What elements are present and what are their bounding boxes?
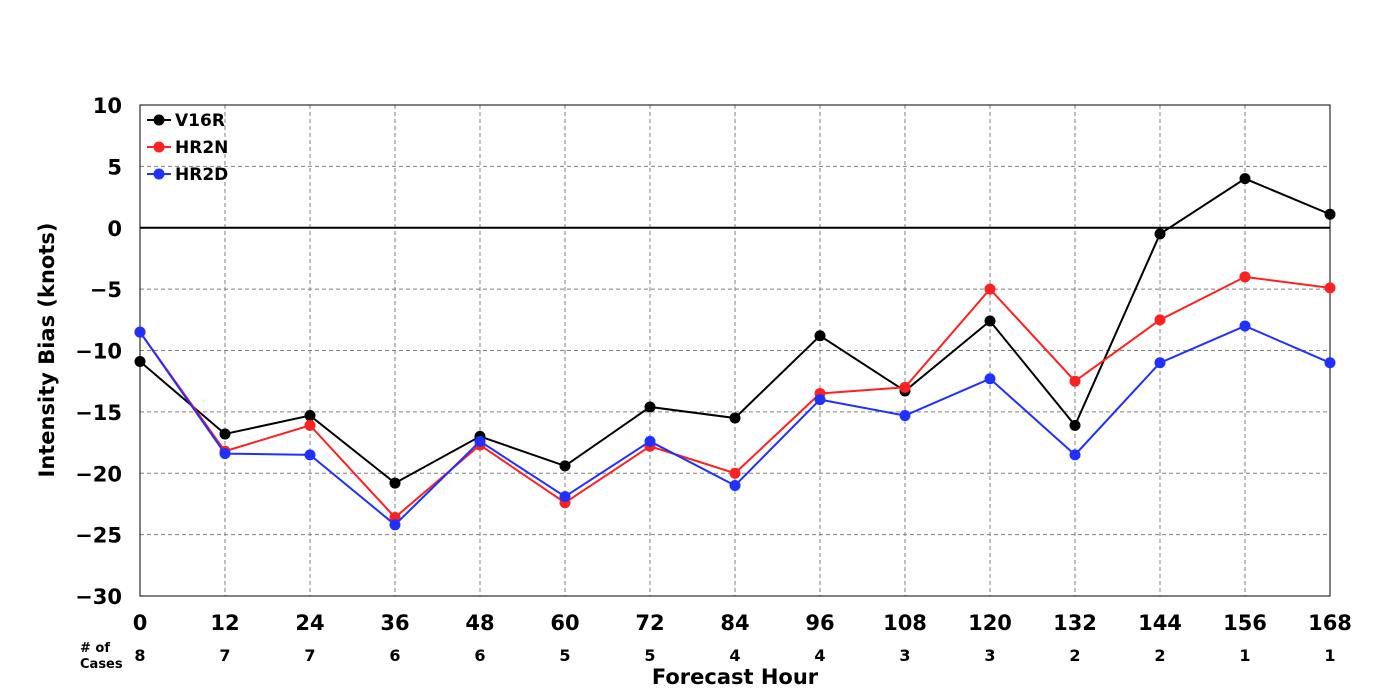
y-tick-label: −30 <box>75 585 122 609</box>
data-point-v16r <box>1239 173 1251 185</box>
y-tick-labels: 10 5 0 −5 −10 −15 −20 −25 −30 <box>75 94 122 609</box>
data-point-hr2d <box>134 326 146 338</box>
grid-lines <box>140 105 1330 596</box>
legend-marker <box>153 114 165 126</box>
legend-label: HR2D <box>175 165 228 185</box>
cases-title-line2: Cases <box>80 657 123 672</box>
data-point-v16r <box>984 315 996 327</box>
data-point-v16r <box>389 477 401 489</box>
legend-marker <box>153 141 165 153</box>
data-point-hr2d <box>899 410 911 422</box>
case-count: 5 <box>559 646 570 665</box>
y-tick-label: 10 <box>93 94 122 118</box>
series-lines <box>134 173 1336 531</box>
case-count: 2 <box>1069 646 1080 665</box>
data-point-hr2d <box>814 394 826 406</box>
data-point-hr2d <box>219 448 231 460</box>
y-tick-label: −25 <box>75 524 122 548</box>
data-point-v16r <box>814 330 826 342</box>
case-count: 4 <box>729 646 740 665</box>
x-tick-label: 120 <box>968 611 1012 635</box>
y-tick-label: −10 <box>75 340 122 364</box>
legend: V16R HR2N HR2D <box>147 111 228 185</box>
x-tick-labels: 0 12 24 36 48 60 72 84 96 108 120 132 144 156 168 <box>133 611 1352 635</box>
series-line-hr2d <box>139 324 1331 527</box>
x-tick-label: 168 <box>1308 611 1352 635</box>
data-point-hr2d <box>389 519 401 531</box>
data-point-hr2d <box>559 491 571 503</box>
data-point-hr2n <box>1069 375 1081 387</box>
legend-entry-hr2d: HR2D <box>147 165 228 185</box>
data-point-hr2d <box>644 435 656 447</box>
data-point-hr2n <box>304 419 316 431</box>
x-tick-label: 96 <box>805 611 834 635</box>
x-tick-label: 0 <box>133 611 148 635</box>
x-tick-label: 60 <box>550 611 579 635</box>
legend-label: HR2N <box>175 138 228 158</box>
data-point-v16r <box>559 460 571 472</box>
data-point-v16r <box>1324 208 1336 220</box>
y-tick-label: 5 <box>107 155 122 179</box>
case-count: 4 <box>814 646 825 665</box>
case-count: 7 <box>219 646 230 665</box>
x-tick-label: 72 <box>635 611 664 635</box>
data-point-hr2n <box>899 381 911 393</box>
cases-title-line1: # of <box>80 641 110 656</box>
legend-entry-hr2n: HR2N <box>147 138 228 158</box>
y-tick-label: −15 <box>75 401 122 425</box>
data-point-hr2d <box>304 449 316 461</box>
series-hr2d <box>134 320 1336 531</box>
case-count: 5 <box>644 646 655 665</box>
x-tick-label: 24 <box>295 611 324 635</box>
data-point-hr2d <box>729 480 741 492</box>
data-point-hr2n <box>1154 314 1166 326</box>
data-point-hr2d <box>984 373 996 385</box>
data-point-v16r <box>1069 419 1081 431</box>
data-point-hr2n <box>984 283 996 295</box>
case-count: 7 <box>304 646 315 665</box>
y-axis-title: Intensity Bias (knots) <box>35 223 59 478</box>
case-count: 1 <box>1239 646 1250 665</box>
x-tick-label: 84 <box>720 611 749 635</box>
case-count: 3 <box>899 646 910 665</box>
data-point-hr2n <box>729 467 741 479</box>
x-tick-label: 12 <box>210 611 239 635</box>
x-tick-label: 48 <box>465 611 494 635</box>
case-count: 6 <box>389 646 400 665</box>
case-count: 8 <box>134 646 145 665</box>
data-point-hr2n <box>1324 282 1336 294</box>
x-tick-label: 36 <box>380 611 409 635</box>
case-count: 2 <box>1154 646 1165 665</box>
x-axis-title: Forecast Hour <box>652 665 819 689</box>
data-point-v16r <box>219 428 231 440</box>
data-point-hr2d <box>474 435 486 447</box>
case-count: 1 <box>1324 646 1335 665</box>
data-point-hr2d <box>1239 320 1251 332</box>
x-tick-label: 144 <box>1138 611 1182 635</box>
data-point-v16r <box>134 356 146 368</box>
legend-marker <box>153 168 165 180</box>
case-count: 3 <box>984 646 995 665</box>
legend-entry-v16r: V16R <box>147 111 225 131</box>
data-point-hr2d <box>1324 357 1336 369</box>
case-count: 6 <box>474 646 485 665</box>
plot-area-frame <box>139 104 1331 597</box>
data-point-v16r <box>729 412 741 424</box>
data-point-v16r <box>644 401 656 413</box>
data-point-hr2d <box>1154 357 1166 369</box>
x-tick-label: 156 <box>1223 611 1267 635</box>
data-point-hr2n <box>1239 271 1251 283</box>
legend-label: V16R <box>175 111 225 131</box>
y-tick-label: −20 <box>75 462 122 486</box>
x-tick-label: 108 <box>883 611 927 635</box>
y-tick-label: −5 <box>90 278 122 302</box>
data-point-v16r <box>1154 228 1166 240</box>
data-point-v16r <box>304 410 316 422</box>
x-tick-label: 132 <box>1053 611 1097 635</box>
case-count-labels: 8 7 7 6 6 5 5 4 4 3 3 2 2 1 1 <box>134 646 1335 665</box>
data-point-hr2d <box>1069 449 1081 461</box>
y-tick-label: 0 <box>107 217 122 241</box>
